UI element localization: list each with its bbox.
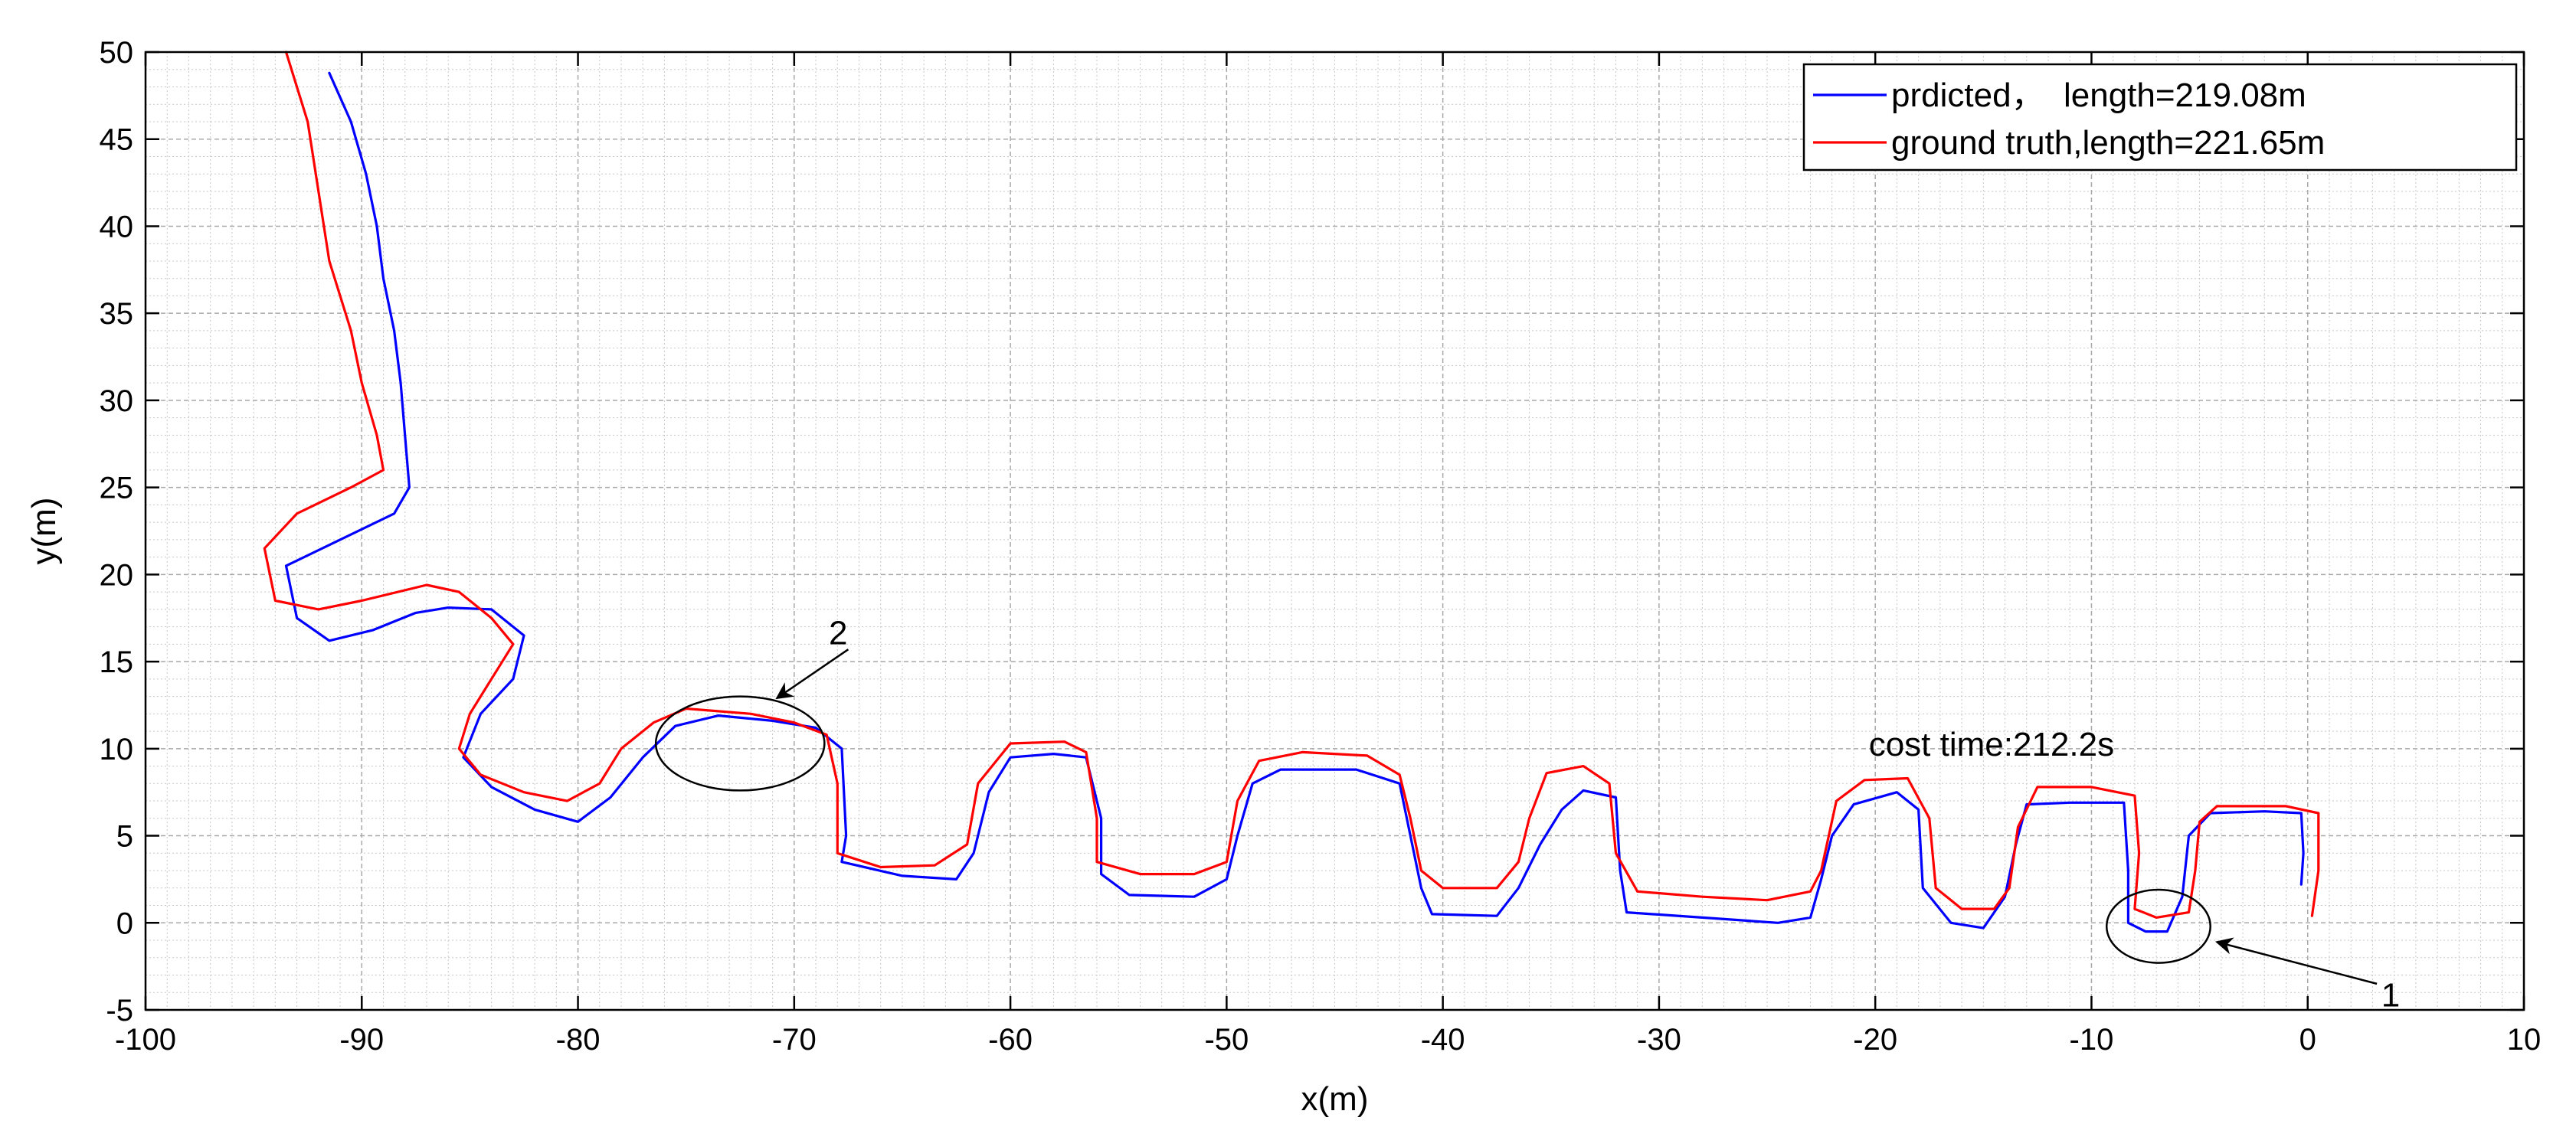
y-tick-label: -5 [106,994,133,1028]
y-tick-label: 40 [100,210,134,243]
annotation-arrow-1 [2214,937,2378,985]
y-tick-labels: -5 0 5 10 15 20 25 30 35 40 45 50 [100,36,134,1028]
y-axis-label: y(m) [25,498,63,565]
x-tick-label: -90 [339,1023,384,1057]
x-tick-label: 10 [2507,1023,2542,1057]
x-tick-label: -10 [2070,1023,2114,1057]
x-tick-labels: -100 -90 -80 -70 -60 -50 -40 -30 -20 -10 0 10 [115,1023,2541,1057]
minor-grid [146,52,2524,1010]
annotation-label-2: 2 [829,614,847,652]
y-tick-label: 25 [100,472,134,505]
legend-entry: prdicted， length=219.08m [1891,77,2306,114]
series-line-ground-truth [263,51,2320,920]
series-line-predicted [284,71,2305,933]
x-tick-label: -60 [988,1023,1033,1057]
x-tick-label: -70 [772,1023,817,1057]
cost-time-annotation: cost time:212.2s [1869,726,2114,763]
y-tick-label: 35 [100,297,134,331]
x-tick-label: -50 [1204,1023,1249,1057]
annotation-arrow-2 [775,649,849,700]
annotation-ellipse-1 [2105,888,2211,964]
legend-entry: ground truth,length=221.65m [1891,124,2325,162]
x-tick-label: -20 [1853,1023,1897,1057]
y-tick-label: 30 [100,384,134,418]
x-axis-label: x(m) [1301,1080,1369,1118]
y-tick-label: 20 [100,558,134,592]
legend-box [1802,63,2518,172]
y-tick-label: 50 [100,36,134,70]
annotation-label-1: 1 [2381,976,2400,1014]
annotation-ellipse-2 [654,695,826,792]
tick-marks [144,51,2525,1011]
x-tick-label: -40 [1421,1023,1465,1057]
y-tick-label: 45 [100,123,134,157]
y-tick-label: 0 [116,907,133,940]
annotation-layer: 2 1 cost time:212.2s [654,614,2400,1014]
series-layer [263,51,2320,933]
legend: prdicted， length=219.08m ground truth,len… [1802,63,2518,172]
x-tick-label: -80 [556,1023,601,1057]
y-tick-label: 5 [116,820,133,854]
y-tick-label: 10 [100,733,134,766]
x-tick-label: -30 [1637,1023,1681,1057]
plot-frame [144,51,2525,1011]
major-grid [145,51,2525,1011]
y-tick-label: 15 [100,645,134,679]
x-tick-label: 0 [2299,1023,2316,1057]
x-tick-label: -100 [115,1023,176,1057]
